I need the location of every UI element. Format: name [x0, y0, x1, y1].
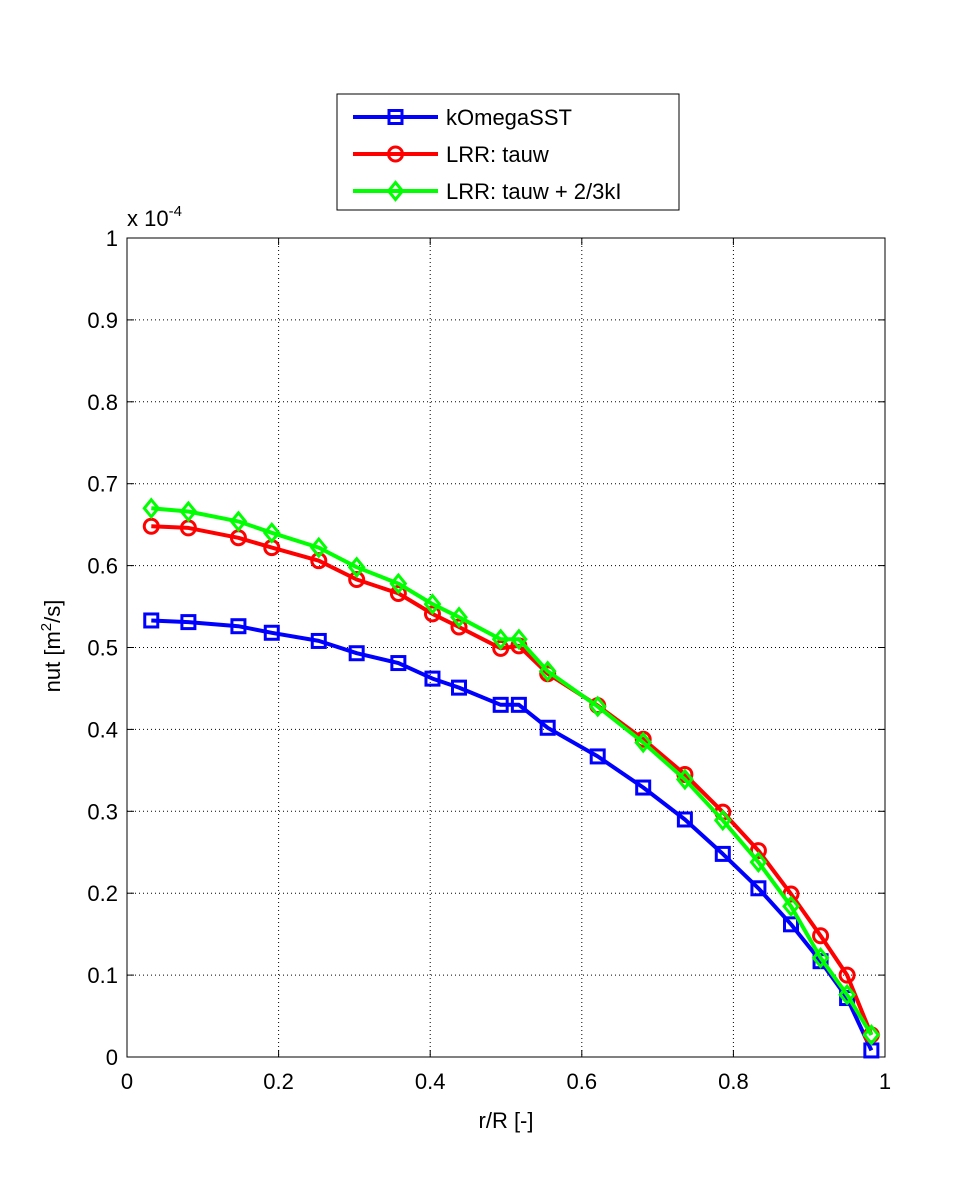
y-tick-label: 0.8: [87, 390, 118, 415]
x-tick-label: 1: [879, 1069, 891, 1094]
y-tick-label: 0.6: [87, 554, 118, 579]
data-point: [713, 809, 732, 832]
legend-entry: kOmegaSST: [353, 105, 572, 130]
series-3: [142, 497, 881, 1046]
legend-label: kOmegaSST: [446, 105, 572, 130]
data-point: [348, 571, 366, 589]
series-line: [151, 506, 874, 1036]
data-point: [180, 614, 197, 631]
data-point: [423, 593, 442, 615]
data-point: [634, 731, 653, 754]
y-tick-label: 0.2: [87, 881, 118, 906]
x-tick-label: 0.2: [263, 1069, 294, 1094]
data-point: [676, 811, 693, 828]
legend-marker: [387, 109, 404, 125]
x-tick-label: 0.8: [718, 1069, 749, 1094]
data-point: [142, 517, 160, 535]
y-tick-label: 0.9: [87, 308, 118, 333]
data-point: [179, 500, 198, 523]
y-axis-label: nut [m2/s]: [38, 600, 65, 693]
y-tick-label: 0.7: [87, 472, 118, 497]
data-point: [451, 679, 468, 696]
data-point: [538, 660, 557, 683]
data-point: [491, 628, 510, 651]
series-1: [143, 612, 880, 1059]
y-tick-label: 0.4: [87, 717, 118, 742]
data-point: [675, 768, 694, 791]
data-point: [510, 696, 527, 713]
x-tick-label: 0.6: [567, 1069, 598, 1094]
y-tick-label: 0.1: [87, 963, 118, 988]
data-point: [714, 845, 731, 862]
y-tick-label: 0: [106, 1045, 118, 1070]
data-point: [811, 947, 830, 969]
data-point: [142, 497, 161, 520]
y-tick-label: 0.5: [87, 636, 118, 661]
data-point: [143, 612, 160, 629]
data-point: [229, 510, 248, 533]
data-point: [389, 572, 408, 595]
data-point: [812, 927, 830, 945]
data-point: [309, 536, 328, 559]
data-point: [492, 639, 510, 657]
data-point: [783, 916, 800, 933]
y-tick-label: 0.3: [87, 799, 118, 824]
data-point: [862, 1024, 881, 1046]
data-point: [310, 632, 327, 649]
data-point: [749, 842, 767, 860]
axis-ticks: 0 0.2 0.4 0.6 0.8 1 0 0.1 0.2 0.3 0.4 0.5 0.6 0.7 0.8 0…: [87, 226, 891, 1094]
data-point: [509, 628, 528, 651]
y-axis-label-main: nut [m: [40, 631, 65, 692]
data-point: [347, 556, 366, 579]
data-point: [539, 719, 556, 736]
data-point: [750, 880, 767, 897]
data-point: [749, 851, 768, 873]
data-point: [390, 655, 407, 672]
legend-entry: LRR: tauw + 2/3kI: [353, 179, 621, 204]
legend-marker: [387, 145, 404, 163]
x-axis-label: r/R [-]: [479, 1108, 534, 1133]
data-point: [230, 618, 247, 635]
data-point: [838, 983, 857, 1006]
data-series: [142, 497, 881, 1059]
y-multiplier: x 10-4: [127, 203, 182, 231]
data-point: [635, 779, 652, 796]
data-point: [589, 748, 606, 765]
y-axis-label-tail: /s]: [40, 600, 65, 623]
y-multiplier-exponent: -4: [169, 203, 182, 220]
x-tick-label: 0: [121, 1069, 133, 1094]
legend: kOmegaSST LRR: tauw LRR: tauw + 2/3kI: [336, 93, 680, 211]
data-point: [838, 966, 856, 984]
legend-entry: LRR: tauw: [353, 142, 549, 167]
data-point: [423, 605, 441, 623]
grid-lines: [127, 238, 885, 1057]
data-point: [262, 521, 281, 544]
data-point: [424, 670, 441, 687]
y-multiplier-base: x 10: [127, 206, 169, 231]
y-tick-label: 1: [106, 226, 118, 251]
y-axis-label-superscript: 2: [38, 623, 55, 631]
data-point: [263, 624, 280, 641]
x-tick-label: 0.4: [415, 1069, 446, 1094]
legend-label: LRR: tauw: [446, 142, 549, 167]
series-line: [151, 618, 874, 1052]
data-point: [310, 552, 328, 570]
data-point: [348, 645, 365, 662]
data-point: [450, 618, 468, 636]
data-point: [588, 695, 607, 718]
data-point: [389, 584, 407, 602]
data-point: [492, 696, 509, 713]
legend-marker: [386, 180, 405, 202]
data-point: [450, 606, 468, 629]
legend-label: LRR: tauw + 2/3kI: [446, 179, 621, 204]
data-point: [782, 895, 800, 918]
